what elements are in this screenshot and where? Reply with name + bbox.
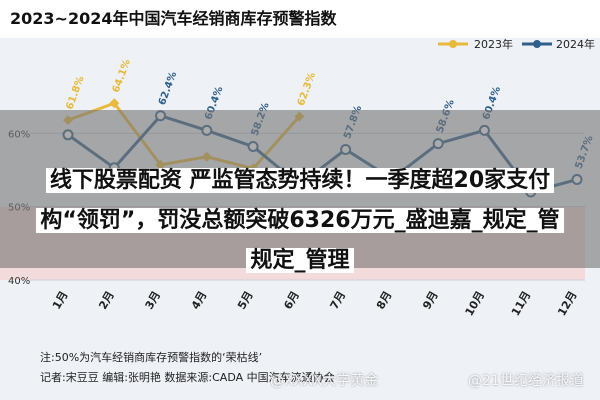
headline-line-1: 线下股票配资 严监管态势持续！一季度超20家支付 (0, 166, 600, 196)
legend-marker-2024 (533, 40, 541, 48)
legend: 2023年 2024年 (438, 37, 595, 51)
y-tick-label: 40% (8, 276, 30, 287)
watermark-left: @XXXX大学黄金 (270, 373, 379, 389)
legend-label-2023: 2023年 (474, 37, 513, 51)
chart-title: 2023~2024年中国汽车经销商库存预警指数 (10, 9, 337, 28)
legend-marker-2023 (449, 40, 457, 48)
chart-notes: 注:50%为汽车经销商库存预警指数的‘荣枯线’ 记者:宋豆豆 编辑:张明艳 数据… (40, 348, 335, 388)
headline-text-2: 构“领罚”，罚没总额突破6326万元_盛迪嘉_规定_管 (36, 208, 564, 233)
note-credits: 记者:宋豆豆 编辑:张明艳 数据来源:CADA 中国汽车流通协会 (40, 371, 335, 384)
headline-line-2: 构“领罚”，罚没总额突破6326万元_盛迪嘉_规定_管 (0, 206, 600, 236)
headline-line-3: 规定_管理 (0, 246, 600, 276)
legend-label-2024: 2024年 (556, 37, 595, 51)
note-threshold: 注:50%为汽车经销商库存预警指数的‘荣枯线’ (40, 351, 263, 364)
headline-text-1: 线下股票配资 严监管态势持续！一季度超20家支付 (45, 168, 555, 193)
title-bar (0, 0, 600, 38)
data-point-2023 (109, 98, 120, 109)
watermark-right: @21世纪经济报道 (468, 373, 584, 389)
headline-text-3: 规定_管理 (246, 248, 354, 273)
